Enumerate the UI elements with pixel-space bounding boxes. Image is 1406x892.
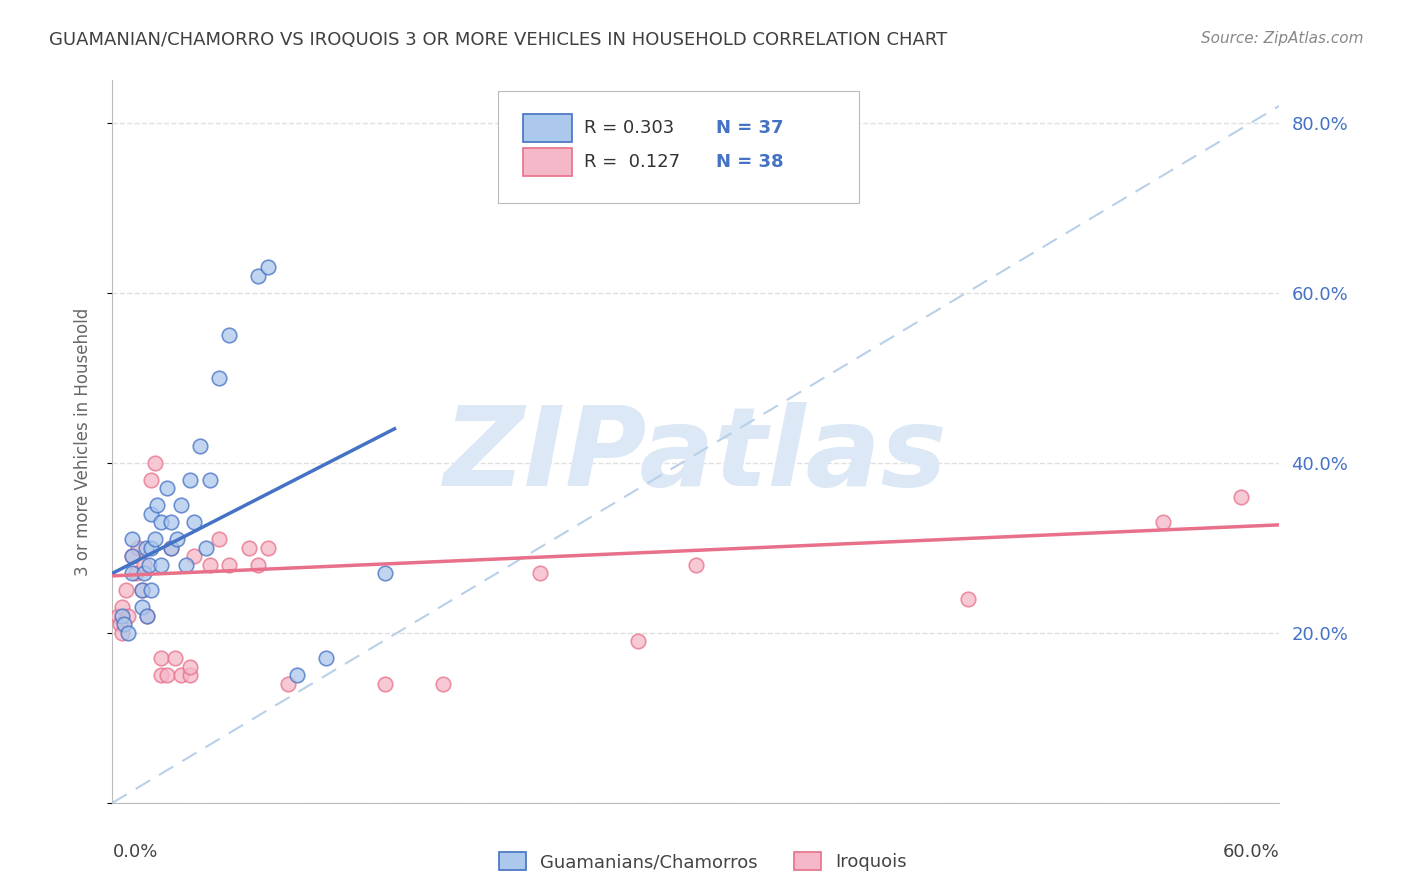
Iroquois: [150, 651, 173, 665]
Guamanians/Chamorros: [112, 617, 135, 632]
Guamanians/Chamorros: [257, 260, 280, 275]
Iroquois: [156, 668, 179, 682]
Iroquois: [150, 668, 173, 682]
Iroquois: [432, 677, 454, 691]
Guamanians/Chamorros: [160, 516, 183, 530]
Iroquois: [125, 566, 148, 581]
Guamanians/Chamorros: [121, 533, 143, 547]
Iroquois: [136, 608, 159, 623]
Guamanians/Chamorros: [188, 439, 211, 453]
Iroquois: [127, 541, 149, 555]
Iroquois: [132, 558, 155, 572]
Guamanians/Chamorros: [121, 549, 143, 564]
Iroquois: [115, 583, 138, 598]
Iroquois: [957, 591, 980, 606]
Guamanians/Chamorros: [121, 566, 143, 581]
Iroquois: [121, 549, 143, 564]
Guamanians/Chamorros: [166, 533, 188, 547]
Text: GUAMANIAN/CHAMORRO VS IROQUOIS 3 OR MORE VEHICLES IN HOUSEHOLD CORRELATION CHART: GUAMANIAN/CHAMORRO VS IROQUOIS 3 OR MORE…: [49, 31, 948, 49]
Iroquois: [107, 608, 129, 623]
Guamanians/Chamorros: [208, 371, 231, 385]
Guamanians/Chamorros: [247, 268, 270, 283]
Iroquois: [208, 533, 231, 547]
Iroquois: [374, 677, 396, 691]
Text: Source: ZipAtlas.com: Source: ZipAtlas.com: [1201, 31, 1364, 46]
Guamanians/Chamorros: [156, 481, 179, 495]
Guamanians/Chamorros: [146, 498, 169, 512]
Guamanians/Chamorros: [131, 583, 153, 598]
Guamanians/Chamorros: [141, 583, 163, 598]
Iroquois: [131, 583, 153, 598]
Guamanians/Chamorros: [136, 608, 159, 623]
Text: 60.0%: 60.0%: [1223, 843, 1279, 861]
Iroquois: [529, 566, 551, 581]
Guamanians/Chamorros: [374, 566, 396, 581]
FancyBboxPatch shape: [523, 114, 572, 142]
Legend: Guamanians/Chamorros, Iroquois: Guamanians/Chamorros, Iroquois: [492, 845, 914, 879]
Iroquois: [110, 617, 132, 632]
Guamanians/Chamorros: [135, 541, 157, 555]
Iroquois: [183, 549, 205, 564]
Text: R = 0.303: R = 0.303: [583, 119, 675, 137]
Iroquois: [1229, 490, 1251, 504]
Guamanians/Chamorros: [169, 498, 191, 512]
Guamanians/Chamorros: [117, 625, 139, 640]
Guamanians/Chamorros: [132, 566, 155, 581]
Guamanians/Chamorros: [194, 541, 217, 555]
FancyBboxPatch shape: [523, 148, 572, 176]
Text: N = 38: N = 38: [716, 153, 783, 171]
Guamanians/Chamorros: [198, 473, 221, 487]
Iroquois: [143, 456, 166, 470]
Iroquois: [179, 668, 201, 682]
Iroquois: [218, 558, 240, 572]
Iroquois: [111, 625, 134, 640]
Text: ZIPatlas: ZIPatlas: [444, 402, 948, 509]
Guamanians/Chamorros: [150, 558, 173, 572]
FancyBboxPatch shape: [498, 91, 859, 203]
Guamanians/Chamorros: [143, 533, 166, 547]
Guamanians/Chamorros: [315, 651, 337, 665]
Iroquois: [685, 558, 707, 572]
Iroquois: [627, 634, 650, 648]
Iroquois: [257, 541, 280, 555]
Iroquois: [141, 473, 163, 487]
Guamanians/Chamorros: [111, 608, 134, 623]
Iroquois: [163, 651, 186, 665]
Text: 0.0%: 0.0%: [112, 843, 157, 861]
Guamanians/Chamorros: [176, 558, 198, 572]
Iroquois: [117, 608, 139, 623]
Iroquois: [198, 558, 221, 572]
Guamanians/Chamorros: [183, 516, 205, 530]
Iroquois: [238, 541, 260, 555]
Guamanians/Chamorros: [179, 473, 201, 487]
Guamanians/Chamorros: [141, 507, 163, 521]
Iroquois: [1152, 516, 1174, 530]
Text: N = 37: N = 37: [716, 119, 783, 137]
Guamanians/Chamorros: [285, 668, 308, 682]
Guamanians/Chamorros: [138, 558, 160, 572]
Y-axis label: 3 or more Vehicles in Household: 3 or more Vehicles in Household: [73, 308, 91, 575]
Guamanians/Chamorros: [160, 541, 183, 555]
Iroquois: [247, 558, 270, 572]
Text: R =  0.127: R = 0.127: [583, 153, 681, 171]
Guamanians/Chamorros: [150, 516, 173, 530]
Iroquois: [179, 660, 201, 674]
Iroquois: [276, 677, 298, 691]
Iroquois: [111, 600, 134, 615]
Iroquois: [160, 541, 183, 555]
Guamanians/Chamorros: [218, 328, 240, 343]
Guamanians/Chamorros: [141, 541, 163, 555]
Guamanians/Chamorros: [131, 600, 153, 615]
Iroquois: [169, 668, 191, 682]
